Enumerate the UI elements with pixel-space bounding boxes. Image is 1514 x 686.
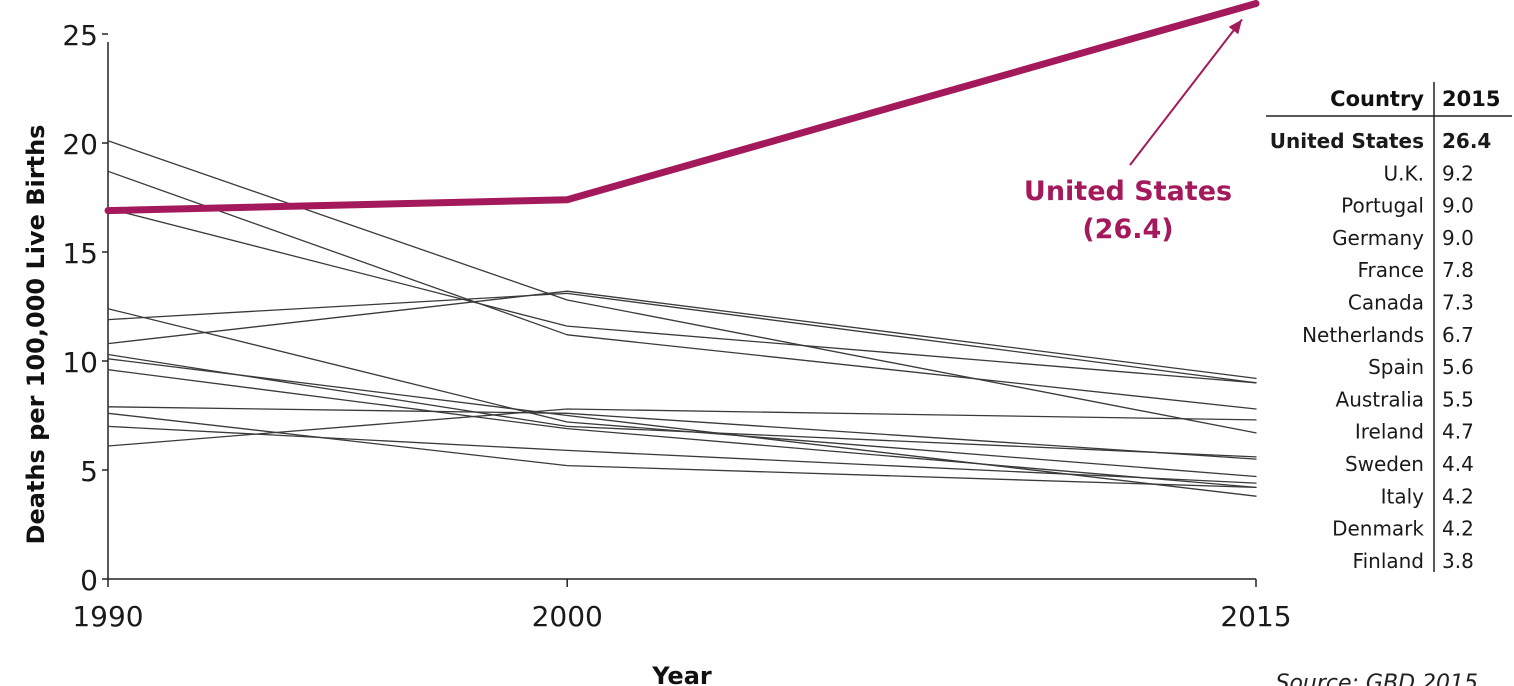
table-cell-country: Canada bbox=[1348, 291, 1424, 315]
table-cell-value: 4.2 bbox=[1442, 484, 1474, 508]
table-cell-value: 9.2 bbox=[1442, 161, 1474, 185]
source-note: Source: GBD 2015 bbox=[1275, 671, 1478, 686]
labels: 0 5 10 15 20 25 1990 2000 2015 Deaths per 100,000… bbox=[22, 18, 1478, 686]
table-cell-country: Denmark bbox=[1332, 517, 1424, 541]
table-cell-country: Ireland bbox=[1355, 420, 1424, 444]
series-lines bbox=[104, 0, 1260, 497]
series-line-united-states bbox=[104, 0, 1260, 215]
y-axis-title: Deaths per 100,000 Live Births bbox=[22, 125, 50, 545]
series-line-germany bbox=[107, 292, 1257, 384]
series-line-australia bbox=[107, 406, 1257, 460]
country-table: Country 2015 United States 26.4 U.K. 9.2 Portu… bbox=[1266, 82, 1512, 573]
x-tick-label: 1990 bbox=[72, 600, 143, 633]
table-cell-country: Sweden bbox=[1345, 452, 1424, 476]
table-cell-country: Spain bbox=[1368, 355, 1424, 379]
series-line-spain bbox=[107, 353, 1257, 458]
x-tick-label: 2000 bbox=[532, 600, 603, 633]
series-line-france bbox=[107, 170, 1257, 410]
x-tick-label: 2015 bbox=[1220, 600, 1291, 633]
y-tick-label: 25 bbox=[62, 19, 98, 52]
series-line-u-k bbox=[107, 290, 1257, 380]
table-cell-value: 5.5 bbox=[1442, 387, 1474, 411]
table-cell-country: Germany bbox=[1332, 226, 1424, 250]
series-line-sweden bbox=[107, 425, 1257, 484]
table-cell-value: 7.3 bbox=[1442, 291, 1474, 315]
table-cell-country: Portugal bbox=[1341, 194, 1424, 218]
series-line-canada bbox=[107, 408, 1257, 447]
series-line-finland bbox=[107, 358, 1257, 497]
y-tick-label: 15 bbox=[62, 237, 98, 270]
table-cell-country: Finland bbox=[1353, 549, 1424, 573]
y-tick-label: 10 bbox=[62, 346, 98, 379]
table-cell-value: 9.0 bbox=[1442, 226, 1474, 250]
table-cell-country: United States bbox=[1270, 129, 1424, 153]
table-cell-country: Netherlands bbox=[1302, 323, 1424, 347]
y-tick-label: 20 bbox=[62, 128, 98, 161]
table-cell-value: 4.7 bbox=[1442, 420, 1474, 444]
table-cell-value: 4.4 bbox=[1442, 452, 1474, 476]
series-line-italy bbox=[107, 369, 1257, 489]
table-cell-value: 3.8 bbox=[1442, 549, 1474, 573]
annotation-arrowhead bbox=[1228, 19, 1242, 35]
table-cell-value: 5.6 bbox=[1442, 355, 1474, 379]
table-header-country: Country bbox=[1330, 87, 1424, 111]
table-cell-country: U.K. bbox=[1384, 161, 1424, 185]
table-cell-value: 6.7 bbox=[1442, 323, 1474, 347]
table-cell-country: France bbox=[1357, 258, 1424, 282]
table-header-year: 2015 bbox=[1442, 87, 1500, 111]
series-line-portugal bbox=[107, 207, 1257, 384]
y-tick-label: 0 bbox=[80, 564, 98, 597]
annotation-label-value: (26.4) bbox=[1082, 214, 1173, 245]
axes bbox=[102, 33, 1257, 587]
table-cell-value: 4.2 bbox=[1442, 517, 1474, 541]
annotation-arrow-line bbox=[1129, 18, 1243, 166]
table-cell-value: 9.0 bbox=[1442, 194, 1474, 218]
x-axis-title: Year bbox=[651, 662, 712, 686]
series-line-netherlands bbox=[107, 140, 1257, 434]
table-cell-country: Italy bbox=[1381, 484, 1425, 508]
table-cell-value: 26.4 bbox=[1442, 129, 1491, 153]
y-tick-label: 5 bbox=[80, 455, 98, 488]
table-cell-value: 7.8 bbox=[1442, 258, 1474, 282]
series-line-denmark bbox=[107, 412, 1257, 489]
series-line-ireland bbox=[107, 308, 1257, 478]
annotation-label-name: United States bbox=[1024, 176, 1232, 207]
table-cell-country: Australia bbox=[1336, 387, 1424, 411]
